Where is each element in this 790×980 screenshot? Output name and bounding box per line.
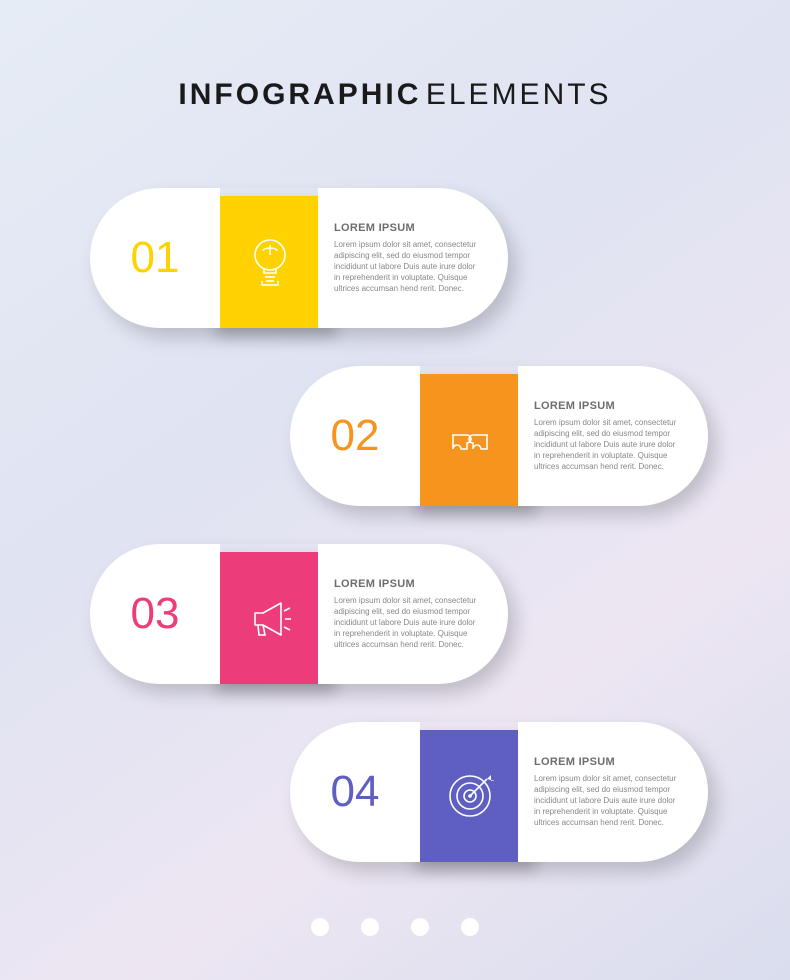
number-cap: 02 xyxy=(290,366,420,506)
dot xyxy=(361,918,379,936)
item-body: Lorem ipsum dolor sit amet, consectetur … xyxy=(534,417,682,472)
text-cap: LOREM IPSUM Lorem ipsum dolor sit amet, … xyxy=(518,722,708,862)
step-number: 04 xyxy=(331,767,380,817)
pill-item: 04 LOREM IPSUM Lorem ipsum dolor sit ame… xyxy=(290,722,708,862)
text-cap: LOREM IPSUM Lorem ipsum dolor sit amet, … xyxy=(318,544,508,684)
dot xyxy=(311,918,329,936)
dot xyxy=(461,918,479,936)
dot xyxy=(411,918,429,936)
item-body: Lorem ipsum dolor sit amet, consectetur … xyxy=(334,239,482,294)
step-number: 03 xyxy=(131,589,180,639)
item-title: LOREM IPSUM xyxy=(534,756,682,768)
title-light: ELEMENTS xyxy=(426,78,612,111)
pill-item: 02 LOREM IPSUM Lorem ipsum dolor sit ame… xyxy=(290,366,708,506)
number-cap: 03 xyxy=(90,544,220,684)
pager-dots xyxy=(0,918,790,936)
pill-item: 03 LOREM IPSUM Lorem ipsum dolor sit ame… xyxy=(90,544,508,684)
step-number: 02 xyxy=(331,411,380,461)
step-number: 01 xyxy=(131,233,180,283)
item-body: Lorem ipsum dolor sit amet, consectetur … xyxy=(334,595,482,650)
title-bold: INFOGRAPHIC xyxy=(178,78,421,111)
infographic-container: INFOGRAPHIC ELEMENTS 01 LOREM IPSUM Lore… xyxy=(0,0,790,980)
text-cap: LOREM IPSUM Lorem ipsum dolor sit amet, … xyxy=(518,366,708,506)
item-title: LOREM IPSUM xyxy=(334,222,482,234)
number-cap: 04 xyxy=(290,722,420,862)
number-cap: 01 xyxy=(90,188,220,328)
text-cap: LOREM IPSUM Lorem ipsum dolor sit amet, … xyxy=(318,188,508,328)
item-title: LOREM IPSUM xyxy=(534,400,682,412)
item-body: Lorem ipsum dolor sit amet, consectetur … xyxy=(534,773,682,828)
page-title: INFOGRAPHIC ELEMENTS xyxy=(0,78,790,112)
item-title: LOREM IPSUM xyxy=(334,578,482,590)
pill-item: 01 LOREM IPSUM Lorem ipsum dolor sit ame… xyxy=(90,188,508,328)
